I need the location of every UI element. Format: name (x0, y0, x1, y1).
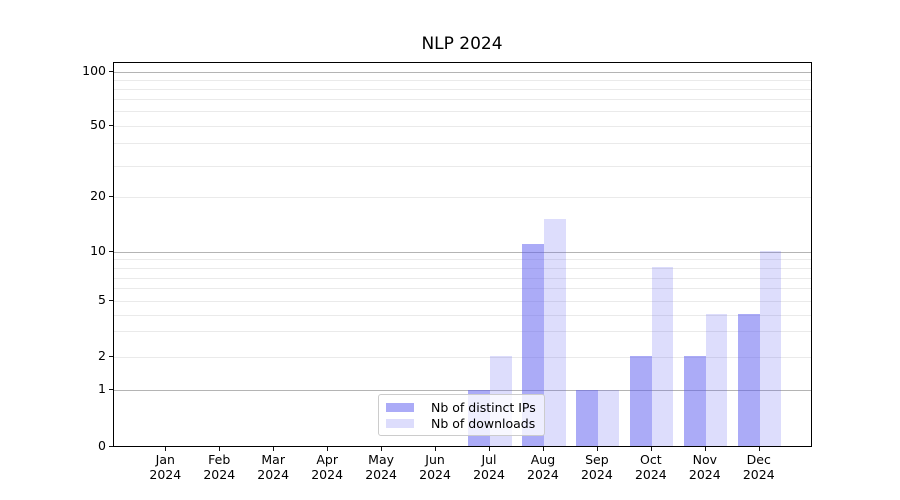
gridline-minor (114, 300, 811, 302)
gridline-minor (114, 125, 811, 127)
gridline-minor (114, 197, 811, 199)
x-tick (704, 446, 706, 451)
legend-label-distinct-ips: Nb of distinct IPs (431, 400, 536, 416)
y-tick-label: 50 (90, 116, 106, 132)
gridline-minor (114, 315, 811, 316)
y-tick-label: 5 (98, 291, 106, 307)
bar-distinct-ips-nov (684, 356, 706, 446)
gridline-minor (114, 267, 811, 269)
y-tick-label: 100 (82, 62, 106, 78)
x-tick-label: Oct 2024 (634, 452, 667, 482)
y-tick-label: 0 (98, 437, 106, 453)
y-tick-label: 1 (98, 381, 106, 397)
x-tick-label: Nov 2024 (688, 452, 721, 482)
y-tick (109, 70, 113, 72)
x-tick (596, 446, 598, 451)
y-tick (109, 124, 113, 126)
x-tick-label: Feb 2024 (203, 452, 236, 482)
x-tick-label: Apr 2024 (311, 452, 344, 482)
x-tick (273, 446, 275, 451)
bar-downloads-sep (597, 389, 620, 446)
bar-downloads-dec (759, 251, 782, 446)
gridline-minor (114, 331, 811, 332)
y-tick (109, 299, 113, 301)
gridline-major (114, 390, 811, 392)
x-tick-label: Jun 2024 (419, 452, 451, 482)
legend-row: Nb of distinct IPs (386, 400, 536, 416)
x-tick-label: May 2024 (365, 452, 397, 482)
gridline-minor (114, 259, 811, 261)
y-tick (109, 445, 113, 447)
y-tick-label: 2 (98, 347, 106, 363)
bar-downloads-nov (705, 314, 728, 446)
x-tick (542, 446, 544, 451)
bar-distinct-ips-sep (576, 389, 598, 446)
x-tick-label: Jan 2024 (149, 452, 182, 482)
y-tick (109, 355, 113, 357)
legend-swatch-downloads (386, 418, 414, 428)
gridline-minor (114, 111, 811, 113)
bar-distinct-ips-dec (738, 314, 760, 446)
x-tick (489, 446, 490, 451)
bar-distinct-ips-oct (630, 356, 652, 446)
y-tick-label: 10 (90, 242, 106, 258)
x-tick (758, 446, 760, 451)
gridline-minor (114, 277, 811, 279)
x-tick (650, 446, 652, 451)
legend-swatch-distinct-ips (386, 403, 414, 413)
y-tick (109, 389, 113, 391)
bar-downloads-aug (543, 219, 566, 446)
x-tick (219, 446, 221, 451)
y-tick (109, 250, 113, 252)
x-tick (435, 446, 437, 451)
x-tick-label: Aug 2024 (527, 452, 559, 482)
chart-title: NLP 2024 (421, 34, 503, 54)
x-tick-label: Mar 2024 (257, 452, 290, 482)
y-tick-label: 20 (90, 188, 106, 204)
legend-row: Nb of downloads (386, 416, 536, 432)
x-tick-label: Sep 2024 (580, 452, 613, 482)
y-tick (109, 196, 113, 198)
x-tick (165, 446, 167, 451)
x-tick (381, 446, 383, 451)
gridline-minor (114, 288, 811, 289)
gridline-minor (114, 143, 811, 145)
gridline-minor (114, 165, 811, 167)
plot-area (113, 62, 812, 447)
gridline-minor (114, 79, 811, 81)
legend-label-downloads: Nb of downloads (431, 415, 536, 431)
gridline-minor (114, 88, 811, 90)
legend: Nb of distinct IPs Nb of downloads (378, 394, 545, 436)
gridline-major (114, 251, 811, 253)
gridline-major (114, 71, 811, 73)
x-tick-label: Dec 2024 (742, 452, 775, 482)
gridline-minor (114, 356, 811, 358)
gridline-minor (114, 99, 811, 101)
bar-downloads-oct (651, 266, 674, 446)
x-tick-label: Jul 2024 (473, 452, 505, 482)
x-tick (327, 446, 329, 451)
